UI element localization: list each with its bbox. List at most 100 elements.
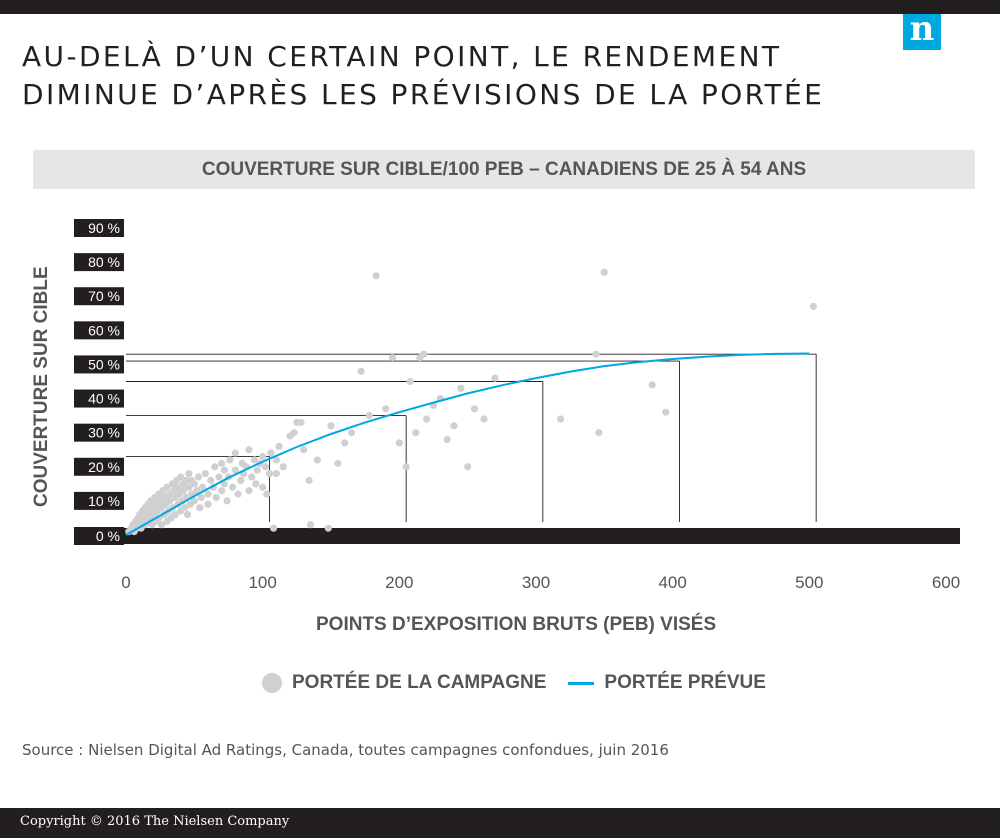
top-bar — [0, 0, 1000, 14]
data-point — [220, 480, 228, 488]
legend-label-forecast: PORTÉE PRÉVUE — [604, 672, 766, 693]
nielsen-logo: n — [903, 12, 941, 50]
data-point — [157, 521, 166, 529]
data-point — [197, 493, 205, 502]
data-point — [457, 384, 465, 392]
y-tick-label: 80 % — [88, 254, 120, 270]
data-point — [185, 470, 193, 478]
data-point — [166, 497, 174, 505]
data-point — [204, 490, 212, 498]
x-tick-label: 0 — [121, 573, 130, 592]
data-point — [259, 483, 267, 491]
x-tick-label: 600 — [932, 573, 960, 592]
data-point — [300, 446, 308, 454]
y-tick-box — [74, 491, 124, 510]
legend-label-campaign: PORTÉE DE LA CAMPAGNE — [292, 672, 547, 693]
data-point — [245, 446, 253, 454]
data-point — [595, 429, 603, 437]
legend: PORTÉE DE LA CAMPAGNE PORTÉE PRÉVUE — [262, 670, 766, 696]
y-tick-box — [74, 287, 124, 306]
data-point — [211, 463, 219, 471]
data-point — [809, 302, 818, 311]
data-point — [234, 490, 242, 498]
data-point — [662, 408, 670, 416]
data-point — [327, 422, 335, 430]
data-point — [305, 476, 313, 485]
y-tick-box — [74, 355, 124, 374]
data-point — [253, 466, 261, 474]
y-tick-label: 50 % — [88, 356, 120, 372]
x-tick-label: 400 — [658, 573, 686, 592]
y-tick-box — [74, 457, 124, 476]
data-point — [306, 521, 315, 529]
y-tick-label: 10 % — [88, 493, 120, 509]
data-point — [412, 429, 420, 437]
data-point — [259, 452, 267, 461]
y-tick-box — [74, 527, 124, 545]
data-point — [194, 473, 203, 481]
y-tick-label: 90 % — [88, 220, 120, 236]
chart-title: COUVERTURE SUR CIBLE/100 PEB – CANADIENS… — [33, 150, 975, 189]
data-point — [171, 510, 179, 519]
page-title-line-2: DIMINUE D’APRÈS LES PRÉVISIONS DE LA POR… — [22, 78, 825, 111]
data-point — [212, 493, 220, 502]
legend-dot-icon — [262, 673, 282, 693]
data-point — [174, 483, 182, 491]
data-point — [592, 350, 600, 358]
data-point — [290, 429, 298, 437]
x-tick-label: 200 — [385, 573, 413, 592]
data-point — [450, 422, 458, 430]
data-point — [163, 483, 171, 491]
data-point — [223, 497, 231, 505]
data-point — [220, 466, 228, 474]
y-tick-label: 40 % — [88, 391, 120, 407]
data-point — [196, 504, 204, 512]
y-tick-box — [74, 219, 124, 237]
y-axis-label: COUVERTURE SUR CIBLE — [31, 266, 52, 507]
data-point — [372, 272, 380, 280]
data-point — [190, 497, 198, 505]
data-point — [341, 439, 349, 447]
data-point — [183, 510, 192, 519]
data-point — [470, 405, 479, 413]
data-point — [267, 449, 275, 457]
x-axis-bar — [74, 528, 960, 544]
data-point — [313, 456, 321, 464]
data-point — [347, 429, 356, 437]
y-tick-label: 30 % — [88, 425, 120, 441]
data-point — [245, 487, 253, 495]
data-point — [261, 463, 269, 471]
data-point — [557, 415, 565, 423]
data-point — [491, 374, 499, 382]
data-point — [334, 459, 342, 467]
data-point — [237, 476, 245, 485]
data-point — [215, 473, 223, 481]
data-point — [229, 483, 237, 491]
data-point — [279, 463, 287, 471]
x-axis-label: POINTS D’EXPOSITION BRUTS (PEB) VISÉS — [316, 614, 717, 635]
data-point — [177, 473, 185, 481]
data-point — [231, 466, 239, 474]
data-point — [265, 470, 274, 478]
data-point — [204, 500, 212, 508]
data-point — [198, 483, 207, 491]
data-point — [324, 524, 332, 532]
data-point — [365, 412, 373, 420]
data-point — [231, 449, 239, 457]
data-point — [600, 268, 608, 276]
data-point — [270, 524, 278, 532]
x-tick-label: 300 — [522, 573, 550, 592]
data-point — [193, 487, 201, 495]
y-tick-box — [74, 389, 124, 408]
source-note: Source : Nielsen Digital Ad Ratings, Can… — [22, 741, 669, 759]
page-title-line-1: AU-DELÀ D’UN CERTAIN POINT, LE RENDEMENT — [22, 40, 782, 73]
data-point — [182, 476, 190, 485]
data-point — [357, 367, 365, 375]
data-point — [218, 459, 226, 467]
data-point — [248, 473, 256, 481]
data-point — [648, 381, 656, 389]
y-tick-label: 20 % — [88, 459, 120, 475]
data-point — [190, 480, 198, 488]
data-point — [272, 470, 280, 478]
